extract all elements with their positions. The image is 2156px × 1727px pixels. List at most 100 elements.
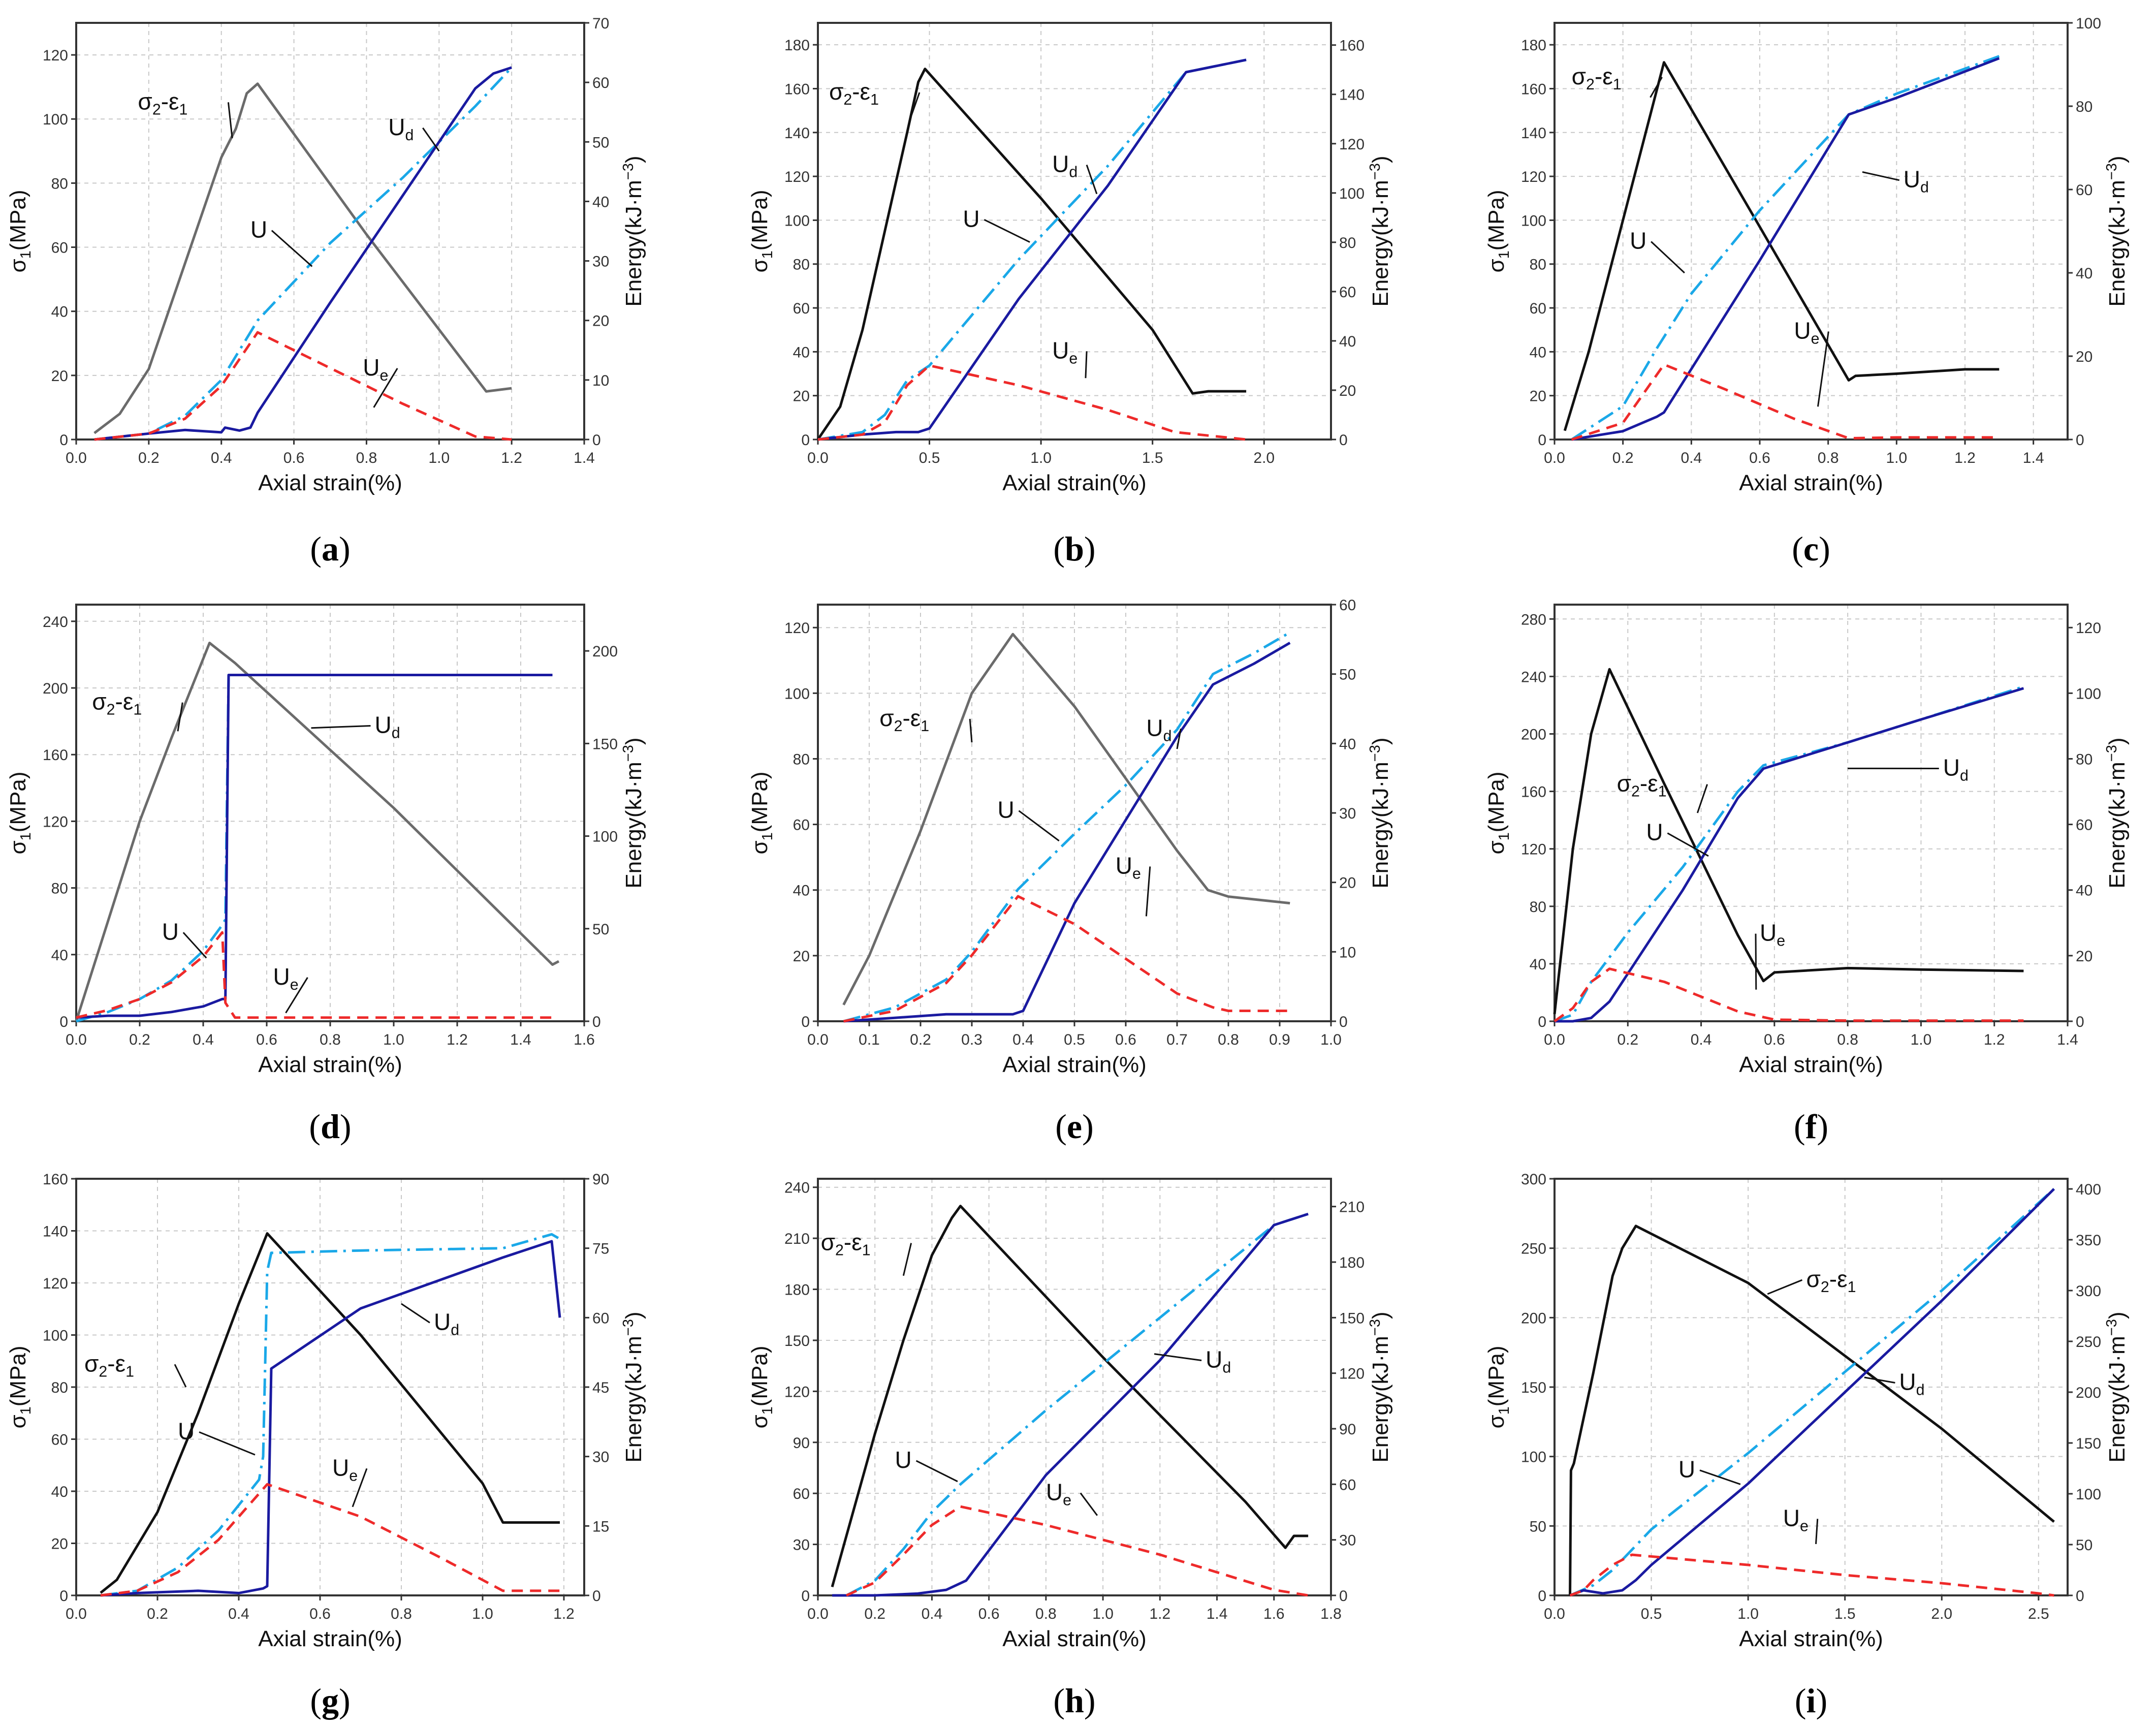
x-tick-label: 1.5 [1142,450,1163,466]
panel-label: (i) [1795,1681,1827,1720]
series-line-Ue [94,331,512,441]
series-line-stress [1553,668,2024,1015]
x-tick-label: 0.2 [864,1606,885,1622]
y2-tick-label: 40 [2076,265,2092,282]
x-axis-label: Axial strain(%) [1739,1052,1883,1077]
x-tick-label: 0.6 [256,1031,277,1048]
x-tick-label: 0.3 [961,1031,982,1048]
y2-tick-label: 0 [2076,1588,2084,1605]
plot-frame [75,604,585,1022]
annotation-leader [373,368,398,408]
grid [1555,1179,2068,1595]
plot-frame [1553,22,2069,441]
x-tick-label: 0.2 [129,1031,150,1048]
series-line-Ud [94,66,512,441]
annotation-leader [911,92,921,115]
x-tick-label: 0.2 [1617,1031,1638,1048]
x-tick-label: 1.0 [428,450,450,466]
annotation-stress-label: σ2-ε1 [84,1350,134,1380]
y-tick-label: 60 [793,1486,810,1502]
series-line-U [1569,1188,2055,1597]
series-line-U [845,1212,1309,1597]
annotation-leader [915,1460,958,1483]
y-tick-label: 20 [1530,388,1546,405]
x-tick-label: 0.4 [193,1031,214,1048]
y2-tick-label: 120 [1339,136,1365,153]
y2-tick-label: 30 [1339,1532,1356,1549]
y2-tick-label: 80 [1339,235,1356,252]
y-axis-label: σ1(MPa) [747,190,776,272]
y2-tick-label: 50 [592,921,609,938]
y-tick-label: 100 [784,212,810,229]
series-line-stress [100,1232,560,1594]
y-tick-label: 240 [43,614,68,631]
x-tick-label: 2.5 [2028,1606,2049,1622]
annotation-leader [285,977,308,1014]
y-tick-label: 0 [1538,1588,1546,1605]
y2-tick-label: 120 [2076,620,2101,637]
annotation-leader [1176,728,1182,749]
y-tick-label: 0 [59,1014,68,1030]
x-tick-label: 1.0 [1737,1606,1759,1622]
x-tick-label: 0.5 [1641,1606,1662,1622]
y2-tick-label: 70 [592,15,609,32]
x-tick-label: 0.0 [807,1606,829,1622]
annotation-leader [1080,1492,1098,1516]
annotation-stress-label: σ2-ε1 [821,1229,871,1259]
y-tick-label: 150 [784,1333,810,1349]
x-tick-label: 2.0 [1931,1606,1952,1622]
y2-tick-label: 30 [592,254,609,270]
annotation-energy-label: Ud [1206,1346,1231,1376]
y-tick-label: 120 [1521,169,1546,185]
annotation-leader [1018,810,1060,842]
series-line-Ue [76,931,553,1019]
grid [818,23,1331,439]
x-tick-label: 1.4 [2023,450,2044,466]
series-line-stress [93,82,512,434]
x-axis-label: Axial strain(%) [1002,1626,1147,1651]
y-tick-label: 40 [793,883,810,899]
annotation-energy-label: Ud [1899,1368,1924,1398]
x-tick-label: 1.0 [1092,1606,1114,1622]
x-axis-label: Axial strain(%) [1739,1626,1883,1651]
annotation-leader [1667,832,1709,857]
y-tick-label: 150 [1521,1379,1546,1396]
y-tick-label: 300 [1521,1171,1546,1188]
annotation-energy-label: U [1678,1456,1695,1483]
x-tick-label: 0.2 [910,1031,931,1048]
x-tick-label: 0.4 [211,450,232,466]
x-tick-label: 0.8 [1818,450,1839,466]
y2-tick-label: 20 [1339,383,1356,399]
annotation-energy-label: Ue [363,354,388,384]
annotation-energy-label: Ud [434,1308,459,1338]
series-line-Ue [817,364,1247,441]
annotation-leader [984,219,1030,243]
y2-tick-label: 180 [1339,1254,1365,1271]
x-tick-label: 0.0 [1544,1606,1565,1622]
x-tick-label: 1.4 [1207,1606,1228,1622]
x-tick-label: 0.8 [1035,1606,1057,1622]
chart-panel-f: 0.0 0.2 0.4 0.6 0.8 1.0 1.2 1.40408012016020024… [1484,604,2130,1146]
annotation-leader [1815,1519,1819,1544]
y2-tick-label: 60 [1339,284,1356,301]
series-line-U [76,674,553,1023]
series-line-Ud [100,1240,561,1597]
series-line-Ue [843,895,1290,1023]
x-tick-label: 0.0 [66,1606,87,1622]
series-line-stress [75,641,560,1022]
y-tick-label: 160 [1521,784,1546,801]
x-tick-label: 1.4 [2057,1031,2078,1048]
y2-tick-label: 100 [2076,1486,2101,1503]
y-tick-label: 40 [51,304,68,321]
plot-frame [817,604,1332,1022]
chart-panel-e: 0.0 0.1 0.2 0.3 0.4 0.5 0.6 0.7 0.8 0.9 1.00204060… [747,597,1393,1146]
y-axis-label: σ1(MPa) [1484,771,1512,854]
series-line-Ud [832,1212,1309,1597]
y2-axis-label: Energy(kJ·m−3) [620,737,646,888]
annotation-leader [1650,77,1663,98]
x-tick-label: 1.0 [1030,450,1052,466]
annotation-energy-label: U [250,216,267,243]
y2-tick-label: 60 [1339,597,1356,614]
panel-label: (f) [1794,1107,1828,1146]
panel-label: (h) [1053,1681,1095,1720]
